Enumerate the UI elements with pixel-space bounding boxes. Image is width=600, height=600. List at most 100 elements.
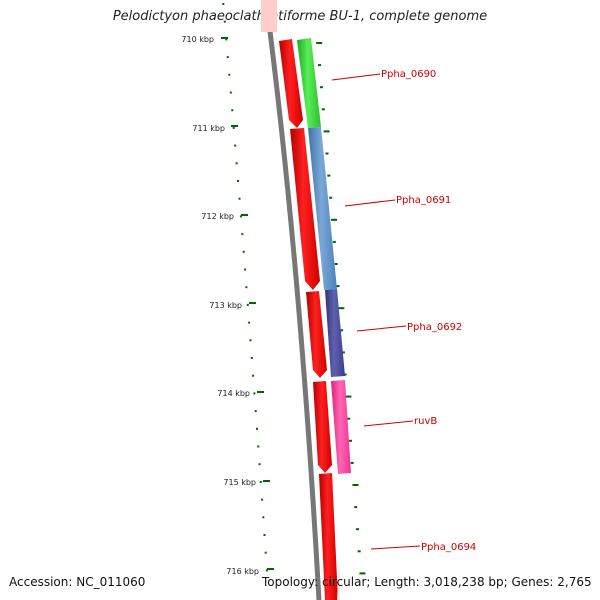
ruler-tick-label: 715 kbp	[223, 478, 256, 487]
ruler-minor-tick	[262, 516, 265, 519]
ruler-minor-tick	[261, 498, 264, 501]
ruler-minor-tick	[248, 321, 251, 324]
outer-tick	[338, 307, 345, 310]
outer-tick	[332, 240, 336, 243]
gene-features	[297, 38, 351, 600]
ruler-minor-tick	[234, 144, 237, 147]
ruler-tick-label: 711 kbp	[192, 124, 225, 133]
ruler-minor-tick	[241, 233, 244, 236]
feature-faint	[337, 560, 340, 600]
outer-tick	[325, 152, 329, 155]
outer-tick	[336, 285, 340, 288]
ruler-minor-tick	[254, 410, 257, 413]
ruler-minor-tick	[249, 339, 252, 342]
ruler-minor-tick	[245, 286, 248, 289]
gene-label-ppha-0691[interactable]: Ppha_0691	[396, 195, 451, 206]
ruler-minor-tick	[225, 38, 228, 41]
ruler-tick-label: 713 kbp	[209, 301, 242, 310]
genome-stats: Topology: circular; Length: 3,018,238 bp…	[262, 575, 592, 589]
gene-ppha-0690[interactable]	[297, 38, 321, 128]
ruler-major-tick	[249, 302, 256, 304]
ruler-minor-tick	[238, 197, 241, 200]
ruler-tick-label: 710 kbp	[181, 35, 214, 44]
ruler-minor-tick	[231, 109, 234, 112]
gene-label-ppha-0692[interactable]: Ppha_0692	[407, 322, 462, 333]
ruler-minor-tick	[229, 91, 232, 94]
outer-tick	[316, 42, 323, 44]
ruler-minor-ticks	[222, 3, 268, 572]
ruler-minor-tick	[257, 445, 260, 448]
ruler-minor-tick	[256, 427, 258, 430]
gene-ruvb[interactable]	[331, 380, 351, 474]
gene-ppha-0691[interactable]	[308, 127, 337, 290]
ruler-minor-tick	[237, 180, 240, 182]
outer-tick	[343, 373, 347, 376]
ruler-minor-tick	[246, 303, 249, 306]
ruler-minor-tick	[235, 162, 238, 165]
ruler-minor-tick	[264, 551, 267, 554]
outer-tick	[334, 263, 338, 265]
outer-tick	[347, 417, 351, 420]
ruler-tick-label: 712 kbp	[201, 212, 234, 221]
label-leader-line	[370, 545, 421, 550]
label-leader-line	[344, 199, 396, 207]
outer-tick	[354, 506, 358, 509]
ruler-minor-tick	[223, 20, 226, 23]
outer-tick	[327, 174, 331, 177]
ruler-minor-tick	[259, 480, 262, 483]
label-leader-line	[331, 73, 381, 81]
ruler-minor-tick	[263, 534, 266, 536]
cds-feature	[306, 291, 327, 378]
label-leader-line	[356, 325, 407, 332]
ruler: 710 kbp 711 kbp 712 kbp 713 kbp 714 kbp …	[181, 35, 274, 576]
ruler-major-tick	[267, 568, 274, 570]
cds-feature	[279, 39, 303, 128]
outer-tick	[340, 329, 344, 332]
forward-strand-features	[279, 39, 338, 600]
outer-tick	[331, 218, 337, 221]
ruler-minor-tick	[250, 357, 253, 359]
accession-label: Accession: NC_011060	[9, 575, 146, 589]
outer-tick	[318, 64, 321, 67]
ruler-minor-tick	[239, 215, 242, 218]
ruler-minor-tick	[265, 569, 268, 572]
outer-tick	[350, 461, 354, 464]
ruler-major-tick	[263, 480, 270, 482]
ruler-minor-tick	[258, 463, 261, 466]
ruler-minor-tick	[244, 268, 247, 271]
outer-tick	[356, 528, 359, 531]
cds-feature	[290, 128, 320, 290]
ruler-major-tick	[221, 37, 228, 39]
ruler-minor-tick	[222, 3, 225, 5]
outer-tick	[349, 439, 352, 442]
ruler-minor-tick	[226, 56, 229, 59]
ruler-minor-tick	[228, 73, 231, 76]
genome-title: Pelodictyon phaeoclathratiforme BU-1, co…	[112, 9, 488, 24]
outer-tick	[357, 550, 361, 553]
cds-feature	[313, 381, 332, 473]
ruler-major-tick	[241, 214, 248, 216]
ruler-major-tick	[231, 125, 238, 127]
ruler-minor-tick	[242, 250, 245, 253]
outer-ticks	[316, 42, 366, 575]
gene-label-ruvb[interactable]: ruvB	[414, 416, 437, 427]
outer-tick	[359, 572, 366, 575]
gene-ppha-0692[interactable]	[325, 289, 345, 377]
gene-labels: Ppha_0690 Ppha_0691 Ppha_0692 ruvB Ppha_…	[331, 69, 476, 553]
ruler-minor-tick	[252, 374, 255, 377]
outer-tick	[352, 484, 359, 486]
cds-feature	[319, 473, 338, 600]
outer-tick	[329, 196, 333, 199]
gene-label-ppha-0690[interactable]: Ppha_0690	[381, 69, 436, 80]
faded-feature	[261, 0, 277, 32]
genome-backbone	[263, 0, 322, 600]
gene-label-ppha-0694[interactable]: Ppha_0694	[421, 542, 476, 553]
outer-tick	[319, 86, 323, 89]
outer-tick	[323, 130, 330, 133]
ruler-tick-label: 716 kbp	[226, 567, 259, 576]
label-leader-line	[363, 420, 414, 427]
outer-tick	[345, 395, 352, 398]
ruler-major-tick	[257, 391, 264, 393]
ruler-tick-label: 714 kbp	[217, 389, 250, 398]
